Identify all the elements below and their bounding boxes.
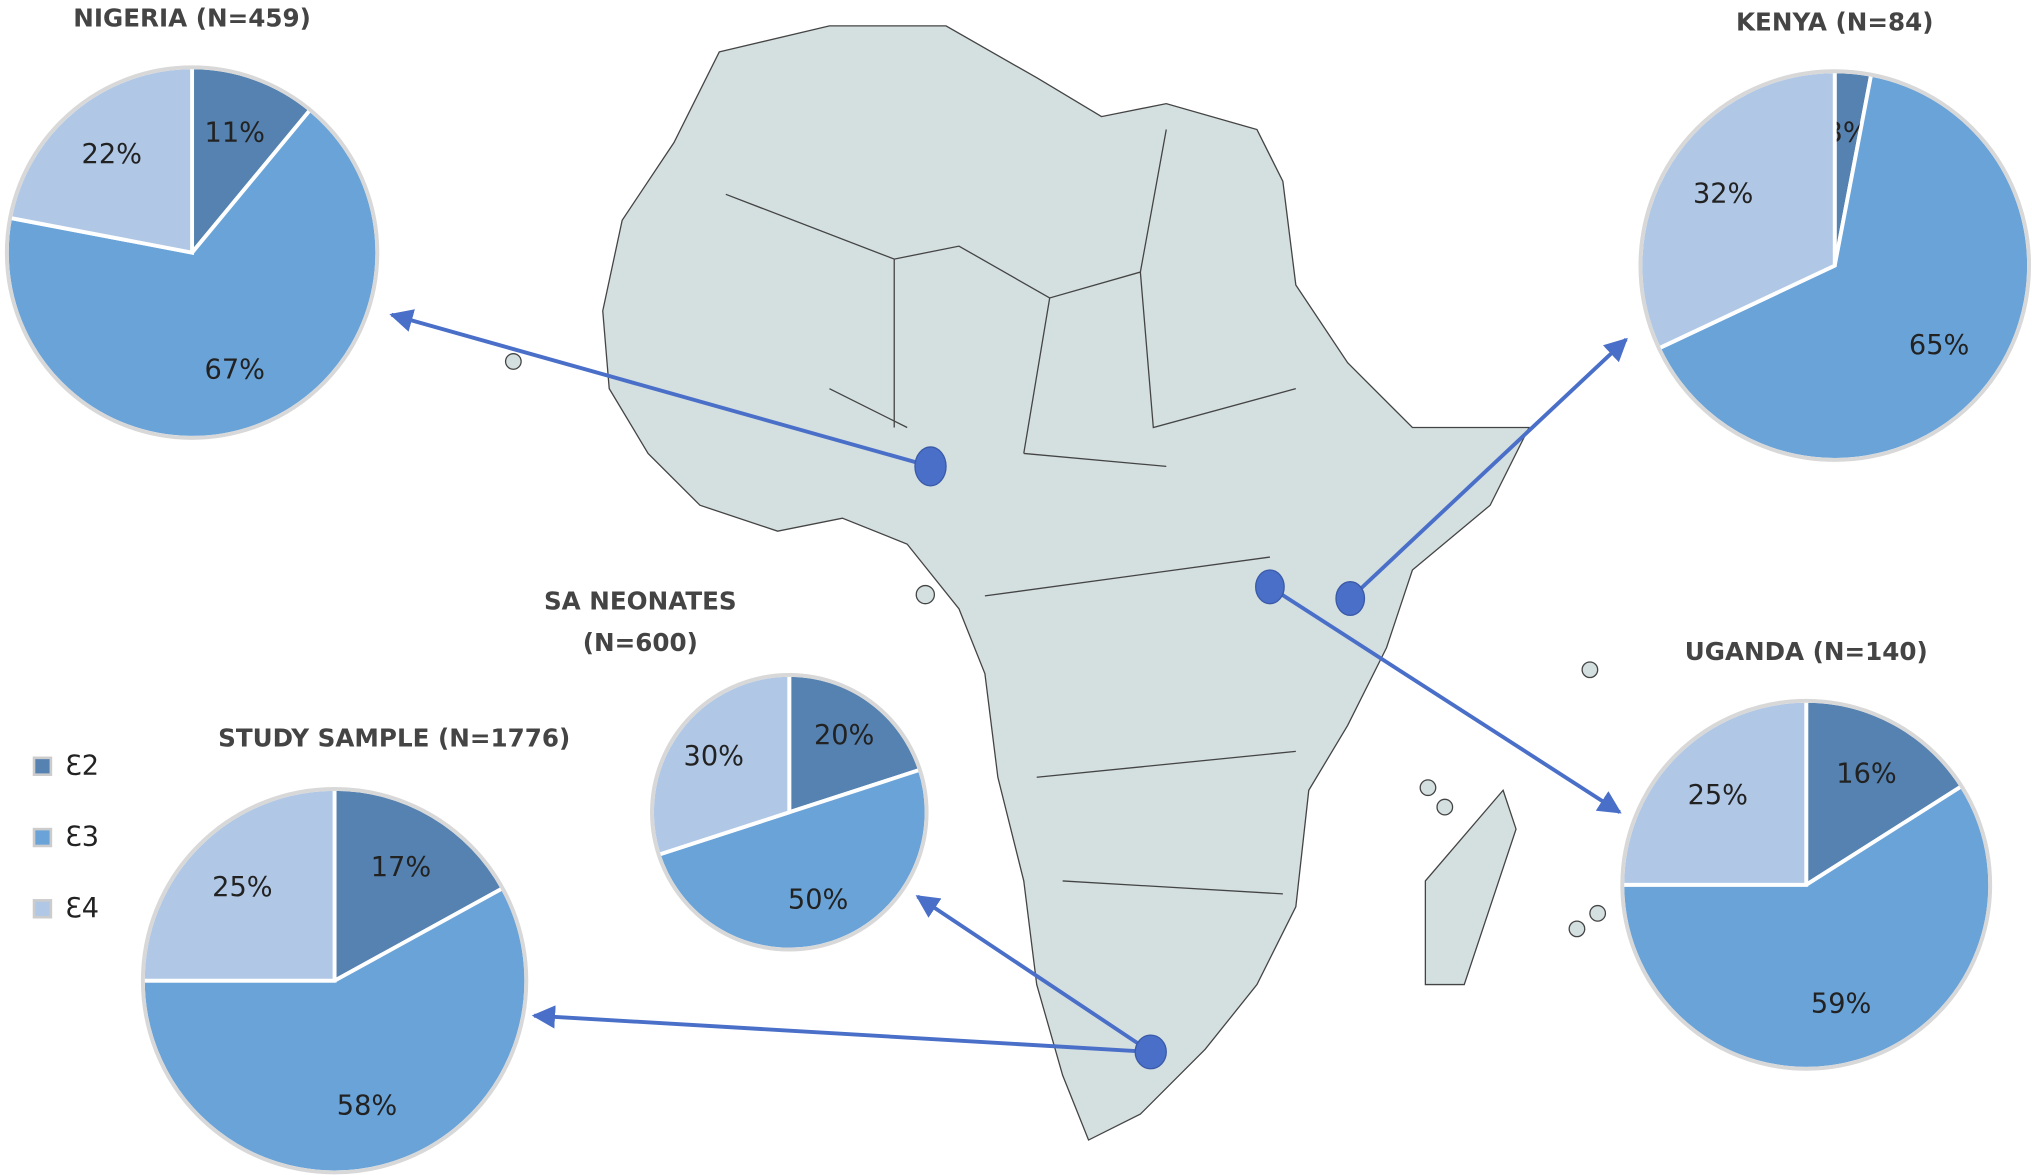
pie-rim bbox=[1638, 69, 2032, 462]
slice-label: 59% bbox=[1811, 988, 1871, 1019]
slice-label: 16% bbox=[1836, 759, 1896, 790]
location-dots bbox=[914, 446, 1366, 1070]
slice-label: 30% bbox=[684, 741, 744, 772]
connector-arrows bbox=[389, 309, 1628, 1054]
pie-title: KENYA (N=84) bbox=[1736, 7, 1934, 36]
slice-label: 25% bbox=[1688, 780, 1748, 811]
legend-swatch bbox=[32, 756, 53, 776]
legend-label: Ɛ3 bbox=[65, 822, 99, 853]
slice-label: 67% bbox=[205, 355, 265, 386]
slice-label: 32% bbox=[1693, 178, 1753, 209]
pie-title: SA NEONATES bbox=[544, 586, 737, 615]
legend-swatch bbox=[32, 827, 53, 848]
pie-title: STUDY SAMPLE (N=1776) bbox=[218, 724, 570, 753]
slice-label: 20% bbox=[814, 720, 874, 751]
slice-label: 58% bbox=[337, 1090, 397, 1121]
legend-label: Ɛ2 bbox=[65, 750, 99, 781]
pie-title: (N=600) bbox=[583, 628, 698, 657]
pie-rim bbox=[1620, 698, 1993, 1071]
pie-title: NIGERIA (N=459) bbox=[73, 3, 311, 32]
slice-label: 22% bbox=[82, 139, 142, 170]
slice-label: 65% bbox=[1909, 330, 1969, 361]
pie-rim bbox=[140, 787, 529, 1175]
slice-label: 25% bbox=[212, 872, 272, 903]
pie-rim bbox=[4, 65, 380, 440]
pie-rim bbox=[650, 673, 929, 952]
pie-title: UGANDA (N=140) bbox=[1685, 637, 1928, 666]
slice-label: 11% bbox=[205, 118, 265, 149]
africa-map bbox=[504, 25, 1607, 1141]
legend-swatch bbox=[32, 899, 53, 919]
legend-label: Ɛ4 bbox=[65, 893, 99, 924]
slice-label: 50% bbox=[788, 885, 848, 916]
slice-label: 17% bbox=[371, 852, 431, 883]
